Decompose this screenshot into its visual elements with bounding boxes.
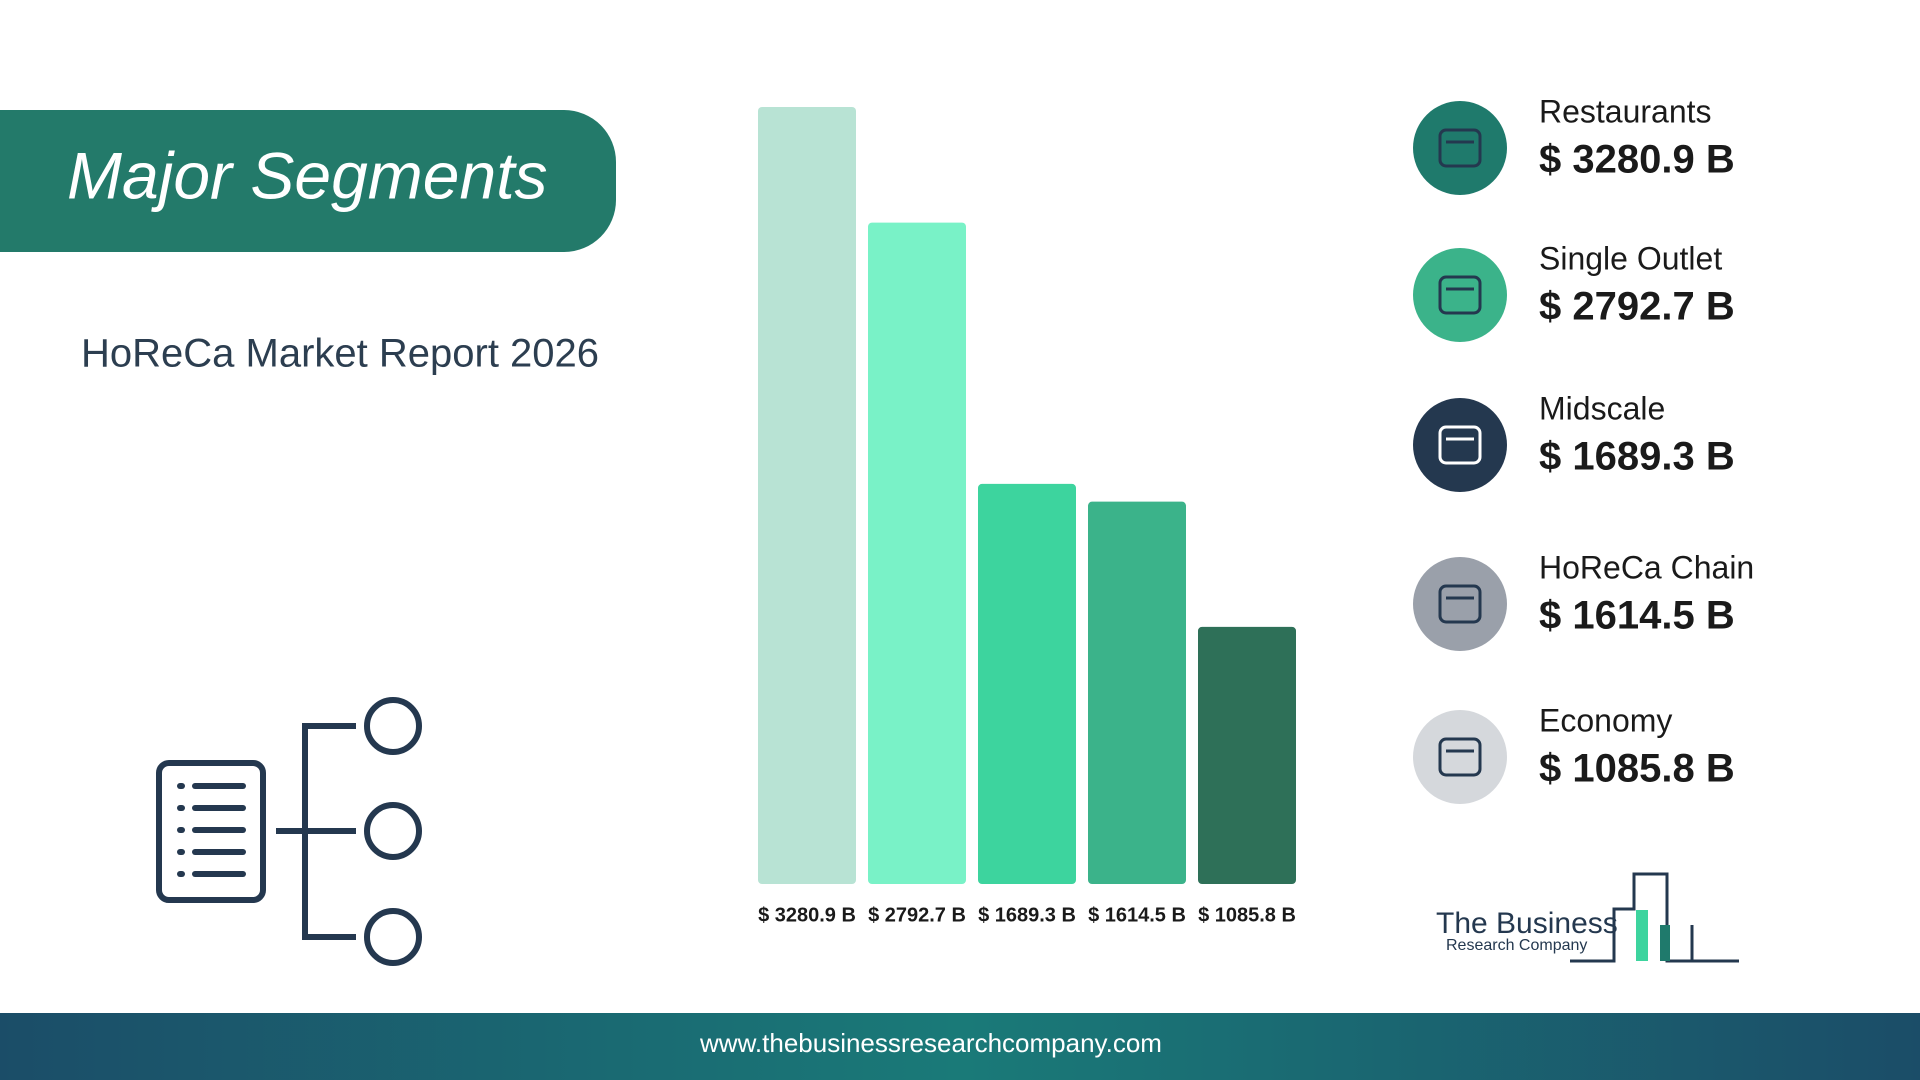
segment-value: $ 1614.5 B [1539, 594, 1735, 638]
segment-icon [1413, 557, 1507, 651]
bar-value-label: $ 1085.8 B [1198, 904, 1296, 926]
segment-name: Midscale [1539, 390, 1665, 426]
footer-bar [0, 1013, 1920, 1080]
segment-value: $ 3280.9 B [1539, 138, 1735, 182]
segment-value: $ 1689.3 B [1539, 435, 1735, 479]
bar-value-label: $ 1614.5 B [1088, 904, 1186, 926]
segment-icon [1413, 248, 1507, 342]
icon-circle [1413, 398, 1507, 492]
title: Major Segments [67, 138, 548, 212]
bar [978, 483, 1076, 884]
bar-value-label: $ 1689.3 B [978, 904, 1076, 926]
icon-circle [1413, 248, 1507, 342]
icon-glyph [1438, 737, 1482, 777]
logo-tagline: Research Company [1446, 937, 1587, 954]
icon-glyph [1438, 584, 1482, 624]
segment-icon [1413, 398, 1507, 492]
bar [1198, 626, 1296, 884]
icon-glyph [1438, 425, 1482, 465]
segment-name: Restaurants [1539, 93, 1712, 129]
segment-icon [1413, 710, 1507, 804]
icon-glyph [1438, 275, 1482, 315]
bar [868, 222, 966, 884]
bar [758, 107, 856, 884]
subtitle: HoReCa Market Report 2026 [81, 332, 599, 376]
segment-name: HoReCa Chain [1539, 549, 1754, 585]
bar-value-label: $ 2792.7 B [868, 904, 966, 926]
icon-circle [1413, 710, 1507, 804]
icon-circle [1413, 557, 1507, 651]
logo-name: The Business [1436, 907, 1618, 940]
segment-name: Single Outlet [1539, 240, 1722, 276]
hierarchy-icon [156, 697, 422, 966]
segment-value: $ 2792.7 B [1539, 285, 1735, 329]
icon-glyph [1438, 128, 1482, 168]
segment-icon [1413, 101, 1507, 195]
segment-value: $ 1085.8 B [1539, 747, 1735, 791]
footer-url: www.thebusinessresearchcompany.com [699, 1028, 1162, 1058]
bar-value-label: $ 3280.9 B [758, 904, 856, 926]
title-banner [0, 110, 616, 252]
logo: The Business Research Company [1436, 872, 1739, 963]
icon-circle [1413, 101, 1507, 195]
segment-name: Economy [1539, 702, 1672, 738]
bar [1088, 501, 1186, 884]
